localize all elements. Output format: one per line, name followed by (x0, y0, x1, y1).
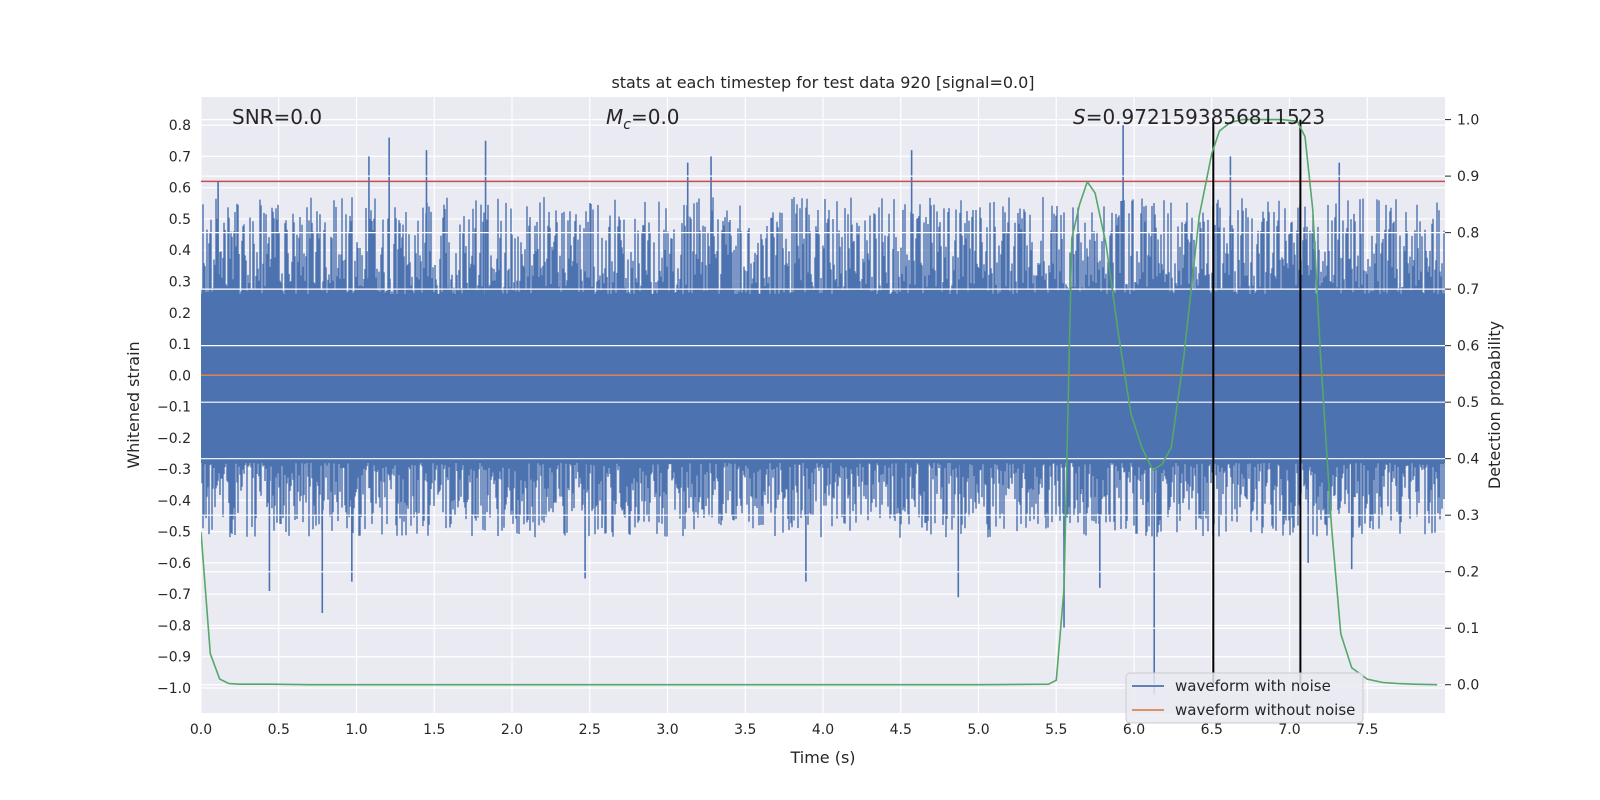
chirp-mass-annotation: Mc=0.0 (606, 105, 680, 133)
left-tick-label: −0.4 (157, 493, 191, 509)
mc-subscript: c (623, 117, 631, 133)
x-tick-label: 4.0 (812, 722, 834, 738)
x-tick-label: 6.5 (1201, 722, 1223, 738)
x-tick-label: 7.0 (1278, 722, 1300, 738)
noisy-waveform-series (201, 125, 1445, 695)
left-tick-label: −0.6 (157, 556, 191, 572)
x-tick-label: 2.5 (579, 722, 601, 738)
right-tick-label: 0.6 (1457, 339, 1479, 355)
left-tick-label: −0.7 (157, 587, 191, 603)
left-tick-label: 0.4 (169, 243, 191, 259)
x-tick-label: 0.0 (190, 722, 212, 738)
detection-probability-line (201, 118, 1438, 686)
x-tick-label: 0.5 (268, 722, 290, 738)
chart-title: stats at each timestep for test data 920… (611, 73, 1034, 92)
x-tick-label: 2.0 (501, 722, 523, 738)
left-tick-label: 0.7 (169, 149, 191, 165)
left-tick-label: −1.0 (157, 681, 191, 697)
left-tick-label: −0.5 (157, 525, 191, 541)
left-tick-label: 0.6 (169, 181, 191, 197)
s-symbol: S (1073, 105, 1086, 129)
right-tick-labels: 1.0 0.9 0.8 0.7 0.6 0.5 0.4 0.3 0.2 0.1 0.0 (1445, 113, 1479, 694)
right-axis-label: Detection probability (1485, 321, 1504, 489)
right-tick-label: 0.9 (1457, 169, 1479, 185)
noise-core-band (201, 293, 1445, 463)
snr-annotation: SNR=0.0 (232, 105, 322, 129)
left-tick-label: −0.1 (157, 400, 191, 416)
right-tick-label: 0.8 (1457, 226, 1479, 242)
right-tick-label: 0.4 (1457, 452, 1479, 468)
window-markers (1212, 119, 1302, 685)
left-tick-label: 0.2 (169, 306, 191, 322)
s-value: =0.9721593856811523 (1086, 105, 1325, 129)
left-tick-label: 0.5 (169, 212, 191, 228)
right-tick-label: 0.5 (1457, 395, 1479, 411)
legend-box (1125, 672, 1364, 724)
left-tick-label: −0.2 (157, 431, 191, 447)
x-tick-label: 6.0 (1123, 722, 1145, 738)
x-tick-label: 5.5 (1045, 722, 1067, 738)
legend-label-clean: waveform without noise (1175, 701, 1355, 719)
mc-symbol: M (606, 105, 623, 129)
mc-value: =0.0 (631, 105, 680, 129)
x-axis-label: Time (s) (789, 748, 855, 767)
left-tick-label: 0.8 (169, 118, 191, 134)
legend: waveform with noise waveform without noi… (1125, 672, 1364, 724)
score-annotation: S=0.9721593856811523 (1073, 105, 1325, 129)
x-tick-label: 1.5 (423, 722, 445, 738)
x-tick-label: 4.5 (890, 722, 912, 738)
right-axis-gridlines (201, 119, 1445, 686)
left-tick-label: 0.0 (169, 368, 191, 384)
left-tick-label: −0.8 (157, 618, 191, 634)
x-tick-label: 3.0 (656, 722, 678, 738)
left-tick-label: −0.3 (157, 462, 191, 478)
right-tick-label: 0.1 (1457, 621, 1479, 637)
left-tick-label: 0.3 (169, 274, 191, 290)
left-tick-labels: 0.8 0.7 0.6 0.5 0.4 0.3 0.2 0.1 0.0 −0.1 −0.2 −0.3 −… (157, 118, 191, 697)
right-tick-label: 0.7 (1457, 282, 1479, 298)
x-tick-label: 7.5 (1356, 722, 1378, 738)
x-tick-label: 1.0 (345, 722, 367, 738)
right-tick-label: 0.2 (1457, 565, 1479, 581)
x-tick-labels: 0.0 0.5 1.0 1.5 2.0 2.5 3.0 3.5 4.0 4.5 5.0 5.5 6.0 6… (190, 722, 1379, 738)
x-tick-label: 5.0 (967, 722, 989, 738)
x-tick-label: 3.5 (734, 722, 756, 738)
right-tick-label: 0.0 (1457, 678, 1479, 694)
right-tick-label: 0.3 (1457, 508, 1479, 524)
left-tick-label: −0.9 (157, 650, 191, 666)
left-axis-label: Whitened strain (124, 341, 143, 468)
legend-label-noisy: waveform with noise (1175, 677, 1331, 695)
right-tick-label: 1.0 (1457, 113, 1479, 129)
left-tick-label: 0.1 (169, 337, 191, 353)
